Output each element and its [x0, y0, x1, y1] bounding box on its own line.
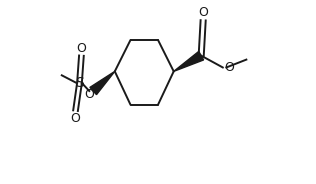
Text: O: O [198, 6, 208, 19]
Polygon shape [174, 51, 204, 71]
Text: O: O [224, 61, 234, 74]
Polygon shape [90, 71, 115, 95]
Text: S: S [75, 76, 84, 90]
Text: O: O [76, 42, 86, 55]
Text: O: O [70, 112, 81, 125]
Text: O: O [84, 89, 94, 101]
